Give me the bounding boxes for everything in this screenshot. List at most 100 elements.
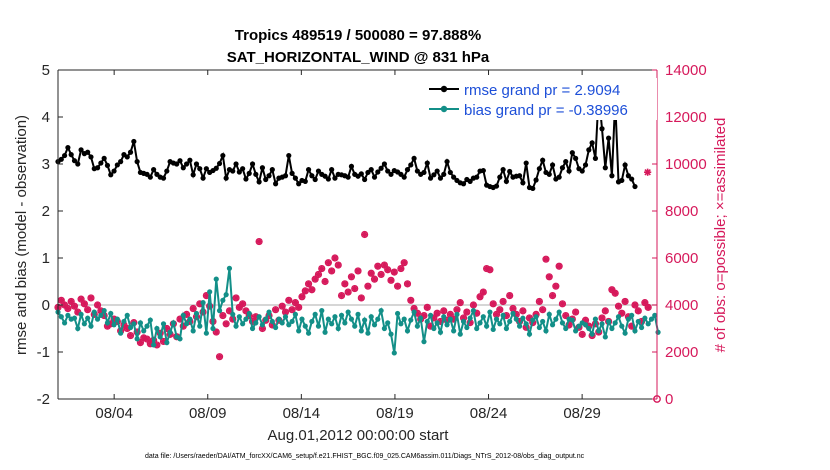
bias-point [365, 330, 371, 336]
obs-assimilated-stroke [355, 267, 361, 274]
bias-point [401, 316, 407, 322]
rmse-point [236, 169, 242, 175]
rmse-point [289, 170, 295, 176]
obs-assimilated-point [572, 308, 579, 316]
rmse-point [503, 178, 509, 184]
rmse-point [94, 165, 101, 171]
legend-box [425, 78, 657, 120]
obs-assimilated-stroke [58, 297, 65, 304]
y2-tick-label: 8000 [665, 203, 698, 220]
bias-point [460, 318, 467, 325]
bias-point [619, 323, 625, 329]
bias-point [104, 320, 111, 326]
obs-assimilated-point [552, 283, 560, 290]
obs-assimilated-point [391, 268, 398, 276]
bias-point [203, 330, 209, 336]
bias-point [223, 292, 229, 298]
bias-point [164, 340, 170, 346]
bias-point [296, 328, 302, 334]
bias-point [151, 342, 157, 348]
bias-point [536, 324, 542, 331]
rmse-point [111, 168, 117, 174]
obs-assimilated-stroke [562, 312, 569, 319]
bias-point [177, 336, 183, 342]
rmse-point [549, 162, 556, 168]
obs-assimilated-point [539, 306, 546, 313]
legend-bias-label: bias grand pr = -0.38996 [464, 102, 628, 119]
bias-point [180, 312, 186, 318]
obs-assimilated-point [325, 259, 332, 266]
rmse-point [183, 161, 190, 167]
rmse-point [362, 176, 368, 183]
obs-assimilated-stroke [325, 259, 332, 266]
bias-point [385, 320, 391, 326]
obs-assimilated-stroke [401, 259, 408, 266]
obs-assimilated-stroke [381, 262, 388, 269]
bias-point [61, 320, 68, 326]
obs-assimilated-stroke [68, 298, 75, 305]
bias-point [279, 320, 285, 326]
rmse-point [329, 167, 335, 173]
obs-assimilated-stroke [305, 280, 312, 287]
obs-assimilated-stroke [506, 292, 513, 299]
obs-assimilated-point [394, 283, 401, 290]
bias-point [282, 314, 289, 320]
rmse-point [61, 152, 68, 159]
obs-assimilated-stroke [289, 306, 296, 313]
obs-assimilated-stroke [539, 306, 546, 313]
rmse-point [592, 155, 599, 161]
bias-point [358, 328, 364, 334]
y2-axis-label: # of obs: o=possible; ×=assimilated [712, 118, 729, 353]
bias-point [210, 325, 216, 332]
obs-assimilated-point [351, 285, 358, 292]
obs-assimilated-point [216, 353, 223, 360]
rmse-point [177, 158, 183, 164]
bias-point [362, 317, 368, 323]
obs-assimilated-stroke [299, 293, 305, 300]
bias-point [563, 325, 569, 332]
rmse-point [249, 161, 256, 167]
obs-assimilated-point [292, 299, 299, 306]
obs-assimilated-point [598, 314, 606, 322]
rmse-point [474, 174, 480, 180]
rmse-point [533, 177, 539, 183]
bias-point [292, 311, 298, 317]
obs-assimilated-stroke [94, 302, 101, 308]
bias-point [193, 310, 200, 317]
obs-assimilated-point [302, 287, 309, 295]
bias-point [345, 309, 351, 315]
bias-point [507, 318, 513, 325]
obs-assimilated-point [308, 286, 316, 293]
obs-assimilated-stroke [404, 280, 411, 287]
rmse-point [516, 173, 523, 179]
obs-assimilated-stroke [74, 309, 81, 316]
bias-point [141, 328, 147, 334]
obs-assimilated-point [371, 275, 378, 283]
rmse-point [563, 159, 569, 165]
obs-assimilated-point [621, 298, 629, 305]
obs-assimilated-stroke [71, 303, 78, 310]
rmse-point [586, 147, 592, 153]
obs-assimilated-point [364, 283, 372, 290]
obs-assimilated-stroke [364, 283, 371, 290]
bias-point [378, 308, 384, 314]
obs-assimilated-stroke [358, 294, 365, 301]
rmse-point [467, 178, 473, 184]
rmse-point [408, 162, 414, 168]
rmse-point [523, 160, 529, 166]
obs-assimilated-stroke [177, 316, 183, 323]
rmse-point [71, 158, 78, 164]
obs-assimilated-stroke [348, 273, 355, 280]
rmse-point [174, 161, 180, 167]
bias-point [200, 300, 206, 306]
bias-point [118, 330, 124, 336]
x-axis-label: Aug.01,2012 00:00:00 start [268, 427, 450, 444]
obs-assimilated-point [615, 302, 622, 310]
rmse-point [108, 172, 114, 178]
bias-point [622, 330, 628, 336]
rmse-point [104, 162, 111, 169]
rmse-point [240, 166, 246, 172]
rmse-point [98, 160, 104, 166]
rmse-point [427, 175, 434, 181]
rmse-point [480, 167, 486, 174]
